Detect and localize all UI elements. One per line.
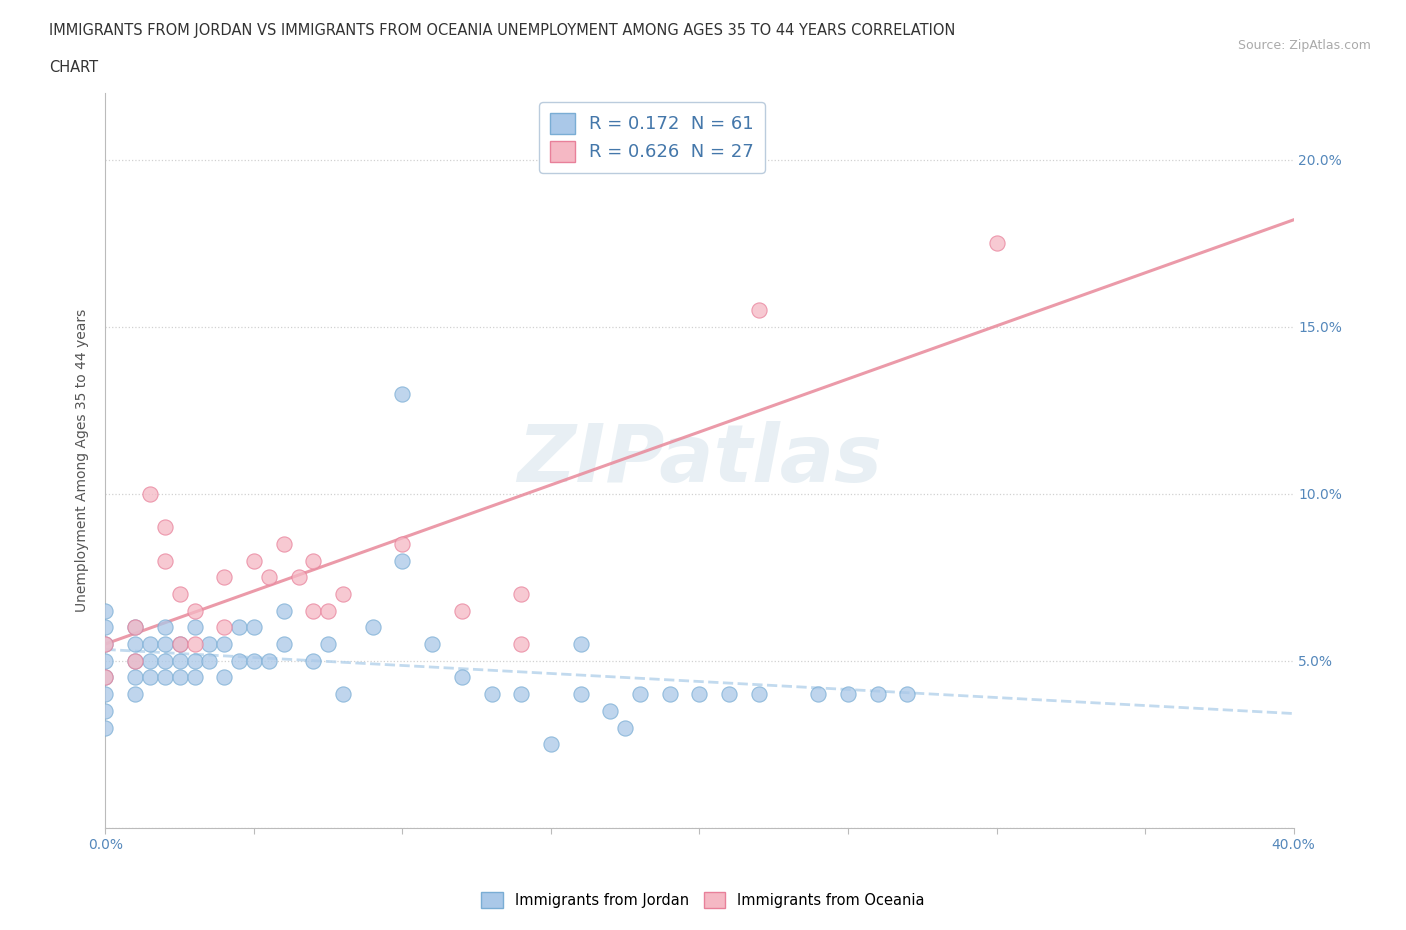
Point [183,637,205,652]
Point [153,553,176,568]
Point [183,604,205,618]
Point [153,637,176,652]
Point [169,587,191,602]
Point [228,620,250,635]
Legend: Immigrants from Jordan, Immigrants from Oceania: Immigrants from Jordan, Immigrants from … [475,886,931,913]
Point [450,670,472,684]
Point [169,637,191,652]
Point [214,570,236,585]
Point [124,620,146,635]
Point [183,670,205,684]
Text: ZIPatlas: ZIPatlas [517,421,882,499]
Text: IMMIGRANTS FROM JORDAN VS IMMIGRANTS FROM OCEANIA UNEMPLOYMENT AMONG AGES 35 TO : IMMIGRANTS FROM JORDAN VS IMMIGRANTS FRO… [49,23,956,38]
Point [124,637,146,652]
Point [896,686,918,701]
Y-axis label: Unemployment Among Ages 35 to 44 years: Unemployment Among Ages 35 to 44 years [76,309,90,612]
Point [139,486,162,501]
Point [139,670,162,684]
Point [139,637,162,652]
Point [169,670,191,684]
Text: CHART: CHART [49,60,98,75]
Point [481,686,503,701]
Point [302,553,325,568]
Point [94,637,117,652]
Point [391,537,413,551]
Point [332,686,354,701]
Point [420,637,443,652]
Point [183,620,205,635]
Point [94,637,117,652]
Point [302,604,325,618]
Point [510,637,533,652]
Point [153,670,176,684]
Point [316,637,339,652]
Point [599,703,621,718]
Point [807,686,830,701]
Point [124,670,146,684]
Point [243,553,266,568]
Point [273,537,295,551]
Point [214,637,236,652]
Point [243,620,266,635]
Point [837,686,859,701]
Point [214,620,236,635]
Point [153,620,176,635]
Point [214,670,236,684]
Point [986,236,1008,251]
Point [391,553,413,568]
Point [257,570,280,585]
Point [228,653,250,668]
Point [94,653,117,668]
Point [718,686,741,701]
Point [332,587,354,602]
Point [569,686,592,701]
Point [569,637,592,652]
Point [748,302,770,317]
Point [198,653,221,668]
Legend: R = 0.172  N = 61, R = 0.626  N = 27: R = 0.172 N = 61, R = 0.626 N = 27 [538,102,765,173]
Text: Source: ZipAtlas.com: Source: ZipAtlas.com [1237,39,1371,52]
Point [273,637,295,652]
Point [169,637,191,652]
Point [94,670,117,684]
Point [316,604,339,618]
Point [124,653,146,668]
Point [391,386,413,401]
Point [124,653,146,668]
Point [658,686,681,701]
Point [153,653,176,668]
Point [153,520,176,535]
Point [273,604,295,618]
Point [94,604,117,618]
Point [124,686,146,701]
Point [94,703,117,718]
Point [614,720,637,735]
Point [198,637,221,652]
Point [510,587,533,602]
Point [866,686,889,701]
Point [94,620,117,635]
Point [540,737,562,751]
Point [628,686,651,701]
Point [124,620,146,635]
Point [689,686,711,701]
Point [94,686,117,701]
Point [302,653,325,668]
Point [139,653,162,668]
Point [257,653,280,668]
Point [94,720,117,735]
Point [361,620,384,635]
Point [94,670,117,684]
Point [243,653,266,668]
Point [287,570,309,585]
Point [748,686,770,701]
Point [450,604,472,618]
Point [510,686,533,701]
Point [183,653,205,668]
Point [169,653,191,668]
